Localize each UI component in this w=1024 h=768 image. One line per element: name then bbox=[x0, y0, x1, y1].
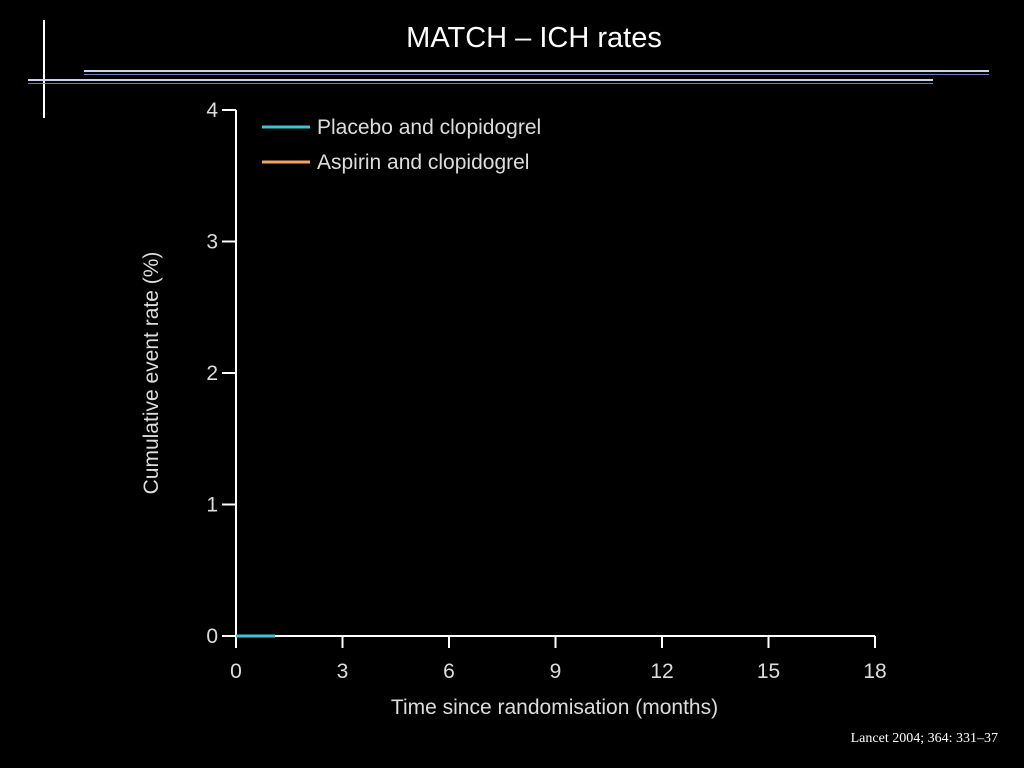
x-tick-label: 12 bbox=[650, 660, 673, 683]
slide-title: MATCH – ICH rates bbox=[406, 22, 662, 54]
y-tick-label: 3 bbox=[206, 231, 218, 254]
x-tick-label: 6 bbox=[443, 660, 455, 683]
decor-vertical-line bbox=[43, 20, 45, 118]
y-tick-label: 0 bbox=[206, 625, 218, 648]
citation: Lancet 2004; 364: 331–37 bbox=[850, 731, 998, 746]
decor-horizontal-line bbox=[28, 79, 933, 81]
legend-label: Placebo and clopidogrel bbox=[317, 116, 541, 139]
y-tick-label: 1 bbox=[206, 494, 218, 517]
legend-label: Aspirin and clopidogrel bbox=[317, 151, 529, 174]
y-tick-label: 4 bbox=[206, 99, 218, 122]
y-axis-label: Cumulative event rate (%) bbox=[140, 252, 163, 495]
decor-horizontal-line bbox=[84, 74, 989, 75]
x-tick-label: 18 bbox=[863, 660, 886, 683]
decor-horizontal-line bbox=[28, 83, 933, 84]
x-axis-label: Time since randomisation (months) bbox=[391, 696, 718, 719]
x-tick-label: 15 bbox=[757, 660, 780, 683]
chart-legend: Placebo and clopidogrel Aspirin and clopi… bbox=[262, 116, 541, 174]
x-tick-label: 9 bbox=[550, 660, 562, 683]
y-tick-label: 2 bbox=[206, 362, 218, 385]
decor-horizontal-line bbox=[84, 70, 989, 72]
x-tick-label: 3 bbox=[337, 660, 349, 683]
x-tick-label: 0 bbox=[230, 660, 242, 683]
